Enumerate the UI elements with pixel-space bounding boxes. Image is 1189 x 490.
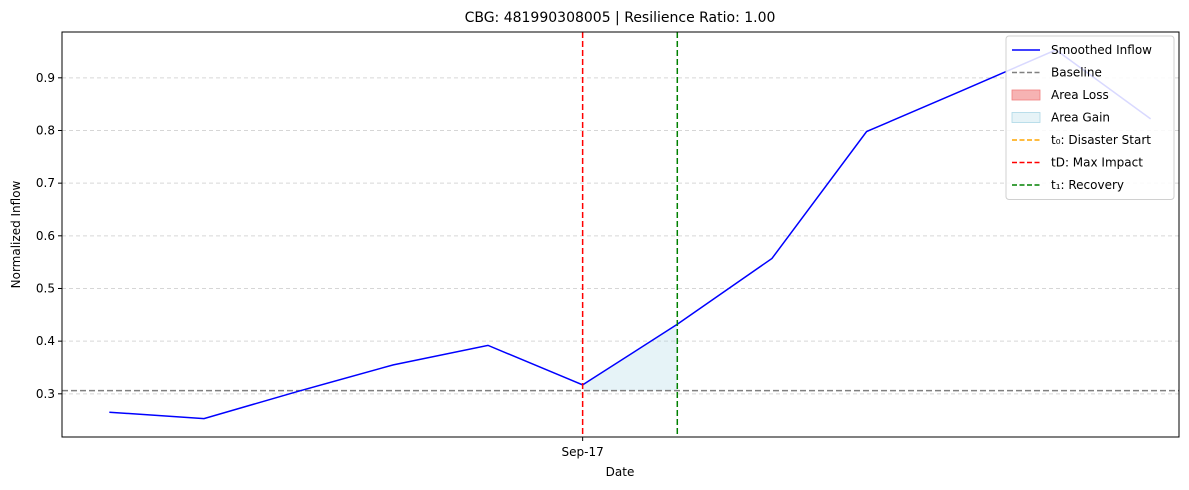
legend-label: Area Loss [1051, 88, 1109, 102]
chart-title: CBG: 481990308005 | Resilience Ratio: 1.… [465, 10, 776, 26]
y-tick-label: 0.7 [36, 176, 55, 190]
legend-handle-patch [1012, 90, 1040, 100]
legend: Smoothed Inflow Baseline Area Loss Area Gai… [1006, 36, 1174, 200]
legend-handle-patch [1012, 113, 1040, 123]
y-tick-label: 0.9 [36, 71, 55, 85]
legend-label: Smoothed Inflow [1051, 43, 1152, 57]
legend-label: Baseline [1051, 66, 1102, 80]
y-tick-label: 0.5 [36, 281, 55, 295]
legend-label: t₀: Disaster Start [1051, 133, 1151, 147]
y-tick-label: 0.8 [36, 123, 55, 137]
x-axis-label: Date [606, 465, 635, 479]
x-tick-label: Sep-17 [562, 445, 604, 459]
legend-label: t₁: Recovery [1051, 178, 1124, 192]
y-axis-label: Normalized Inflow [9, 180, 23, 288]
legend-label: Area Gain [1051, 111, 1110, 125]
legend-label: tD: Max Impact [1051, 156, 1143, 170]
x-axis: Sep-17 [562, 437, 604, 459]
y-tick-label: 0.3 [36, 387, 55, 401]
y-tick-label: 0.4 [36, 334, 55, 348]
y-tick-label: 0.6 [36, 229, 55, 243]
y-axis: 0.3 0.4 0.5 0.6 0.7 0.8 0.9 [36, 71, 62, 401]
